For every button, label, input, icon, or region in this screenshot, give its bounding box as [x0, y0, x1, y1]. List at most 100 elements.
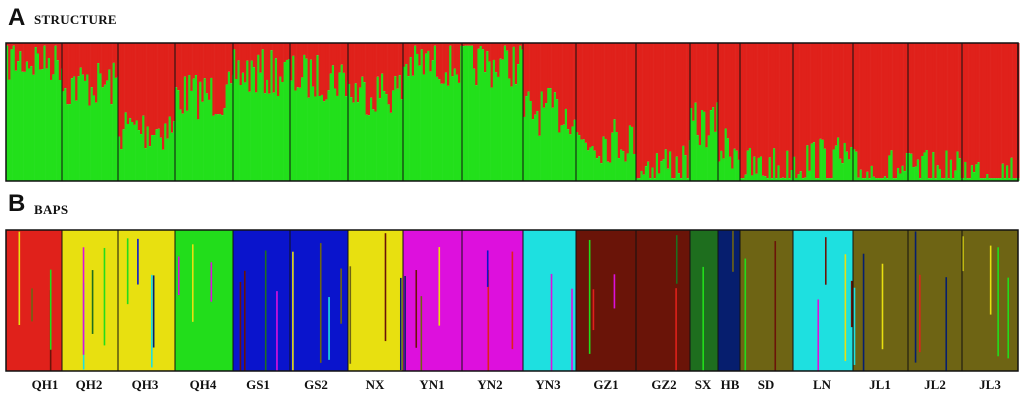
structure-bar-green [407, 76, 410, 181]
structure-bar-red [288, 43, 291, 60]
structure-bar-red [633, 43, 636, 155]
structure-bar-red [540, 43, 544, 92]
structure-bar-red [875, 43, 878, 179]
structure-bar-red [777, 43, 780, 166]
structure-bar-red [916, 43, 920, 160]
structure-bar-red [722, 43, 725, 159]
structure-bar-red [285, 43, 289, 60]
structure-bar-green [70, 78, 74, 181]
population-label: QH4 [190, 377, 217, 392]
structure-bar-green [644, 166, 648, 181]
structure-bar-red [964, 43, 967, 162]
structure-bar-red [631, 43, 634, 127]
baps-bar [908, 230, 962, 371]
structure-bar-red [54, 43, 57, 46]
structure-bar-green [376, 76, 380, 181]
structure-bar-red [124, 43, 128, 113]
structure-bar-red [194, 43, 198, 76]
structure-bar-green [97, 63, 100, 181]
structure-bar-green [340, 64, 344, 181]
structure-bar-green [56, 60, 60, 181]
structure-bar-green [110, 104, 113, 181]
baps-minor-stripe [264, 250, 267, 371]
structure-bar-red [551, 43, 555, 108]
structure-bar-red [19, 43, 22, 52]
structure-bar-red [348, 43, 351, 85]
structure-bar-red [740, 43, 743, 179]
structure-bar-green [647, 161, 650, 181]
structure-bar-red [770, 43, 774, 179]
structure-bar-green [77, 76, 80, 181]
structure-bar-green [486, 51, 489, 181]
structure-bar-red [979, 43, 983, 179]
structure-bar-green [453, 68, 457, 181]
baps-bar [853, 230, 908, 371]
structure-bar-green [405, 64, 408, 181]
structure-bar-red [801, 43, 805, 179]
structure-bar-red [409, 43, 413, 58]
structure-bar-green [720, 150, 723, 181]
structure-bar-red [340, 43, 344, 65]
structure-bar-green [99, 73, 102, 181]
structure-bar-green [1001, 163, 1005, 181]
structure-bar-red [464, 43, 467, 46]
structure-bar-green [788, 178, 791, 181]
structure-bar-red [558, 43, 561, 133]
structure-bar-green [633, 154, 636, 181]
structure-bar-green [848, 159, 851, 181]
structure-bar-green [168, 116, 172, 181]
baps-minor-stripe [675, 288, 677, 371]
structure-bar-green [425, 53, 428, 181]
structure-bar-green [615, 132, 619, 181]
structure-bar-green [225, 84, 229, 181]
structure-bar-green [235, 79, 238, 181]
structure-bar-red [14, 43, 18, 71]
structure-bar-red [210, 43, 213, 78]
structure-bar-green [770, 178, 774, 181]
structure-bar-green [114, 77, 118, 181]
structure-bar-red [930, 43, 933, 179]
structure-bar-red [481, 43, 485, 50]
structure-bar-green [363, 82, 366, 181]
structure-bar-green [549, 88, 552, 181]
structure-bar-red [517, 43, 520, 65]
structure-bar-green [606, 161, 610, 181]
structure-bar-green [733, 148, 736, 181]
structure-bar-red [389, 43, 393, 113]
structure-bar-green [801, 178, 805, 181]
structure-bar-green [50, 79, 53, 181]
structure-bar-red [458, 43, 461, 83]
structure-bar-red [753, 43, 756, 157]
structure-bar-red [901, 43, 904, 166]
structure-bar-red [859, 43, 863, 170]
structure-bar-red [438, 43, 441, 80]
structure-bar-green [797, 174, 800, 181]
structure-bar-green [389, 112, 393, 181]
population-label: YN3 [535, 377, 561, 392]
structure-bar-red [135, 43, 139, 121]
structure-bar-red [781, 43, 785, 178]
population-label: GS2 [304, 377, 328, 392]
baps-bar [290, 230, 348, 371]
structure-bar-green [517, 64, 520, 181]
structure-bar-green [159, 137, 163, 181]
structure-bar-green [936, 165, 940, 181]
structure-bar-red [709, 43, 713, 111]
baps-minor-stripe [126, 238, 129, 305]
structure-bar-red [567, 43, 570, 130]
structure-bar-red [162, 43, 165, 150]
baps-minor-stripe [989, 245, 992, 315]
structure-bar-red [573, 43, 577, 120]
structure-bar-red [73, 43, 76, 77]
baps-panel [5, 229, 1019, 372]
structure-bar-green [930, 178, 933, 181]
structure-bar-green [510, 86, 513, 181]
structure-bar-red [958, 43, 962, 159]
structure-bar-green [870, 165, 874, 181]
structure-bar-green [866, 171, 869, 181]
structure-bar-green [460, 45, 463, 182]
structure-bar-red [757, 43, 761, 158]
panel-b-letter: B [8, 190, 26, 217]
structure-bar-red [248, 43, 251, 92]
